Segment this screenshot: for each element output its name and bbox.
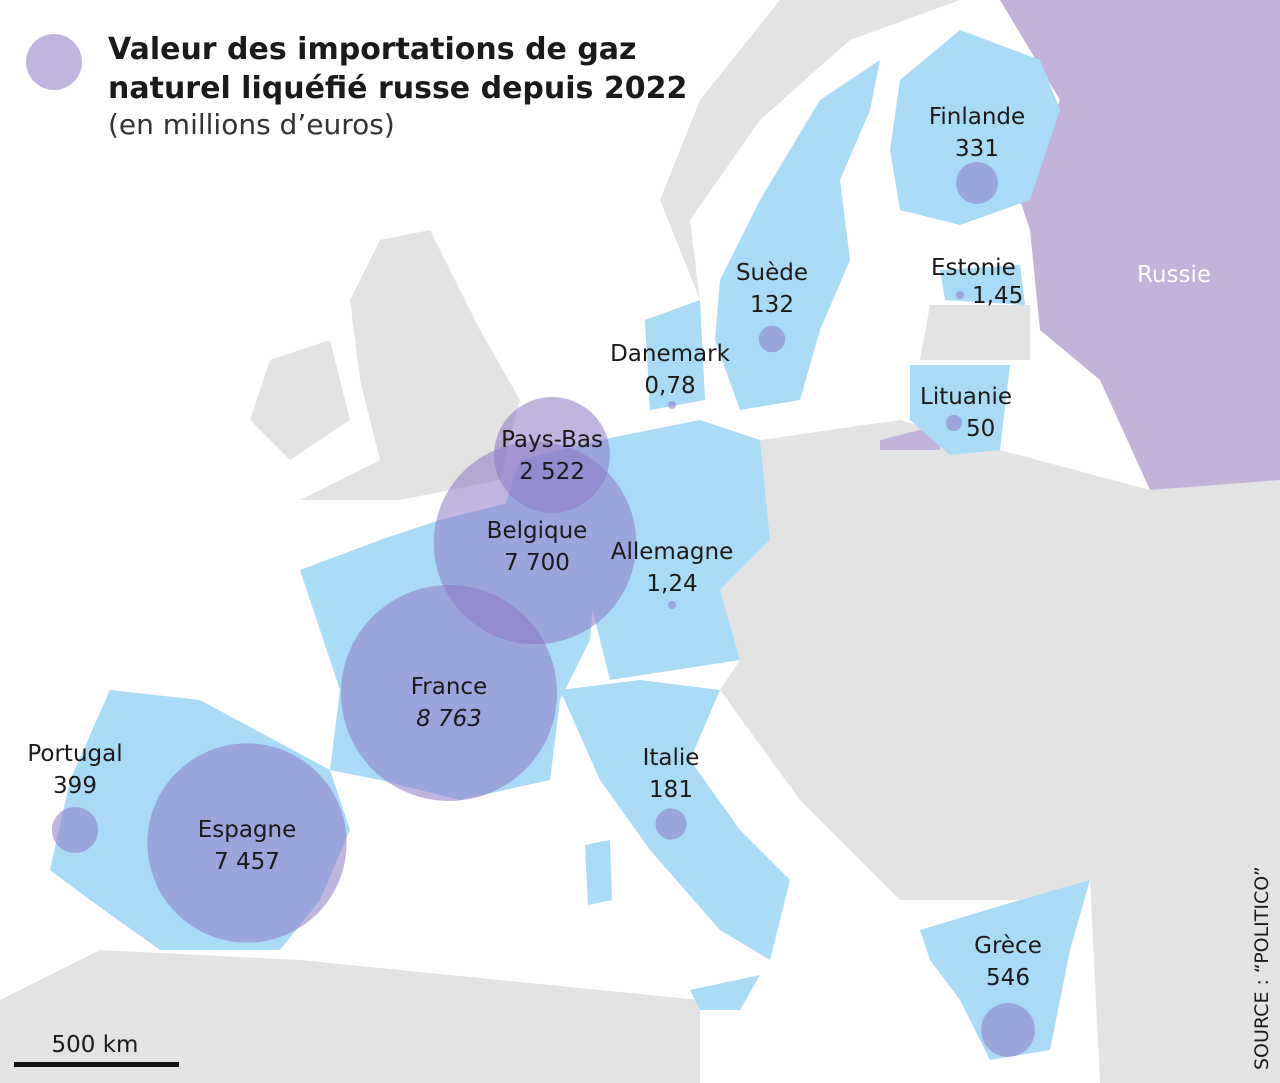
- bubble: [956, 291, 964, 299]
- legend-bubble: [26, 34, 82, 90]
- country-label: Espagne: [198, 817, 297, 843]
- land-eu: [690, 975, 760, 1010]
- country-label: Danemark: [610, 341, 730, 367]
- country-label: Lituanie: [920, 384, 1012, 410]
- value-label: 1,45: [972, 283, 1023, 309]
- subtitle: (en millions d’euros): [108, 108, 395, 141]
- value-label: 181: [649, 777, 693, 803]
- value-label: 0,78: [644, 373, 695, 399]
- land-gray: [0, 950, 700, 1083]
- land-russia: [1000, 0, 1280, 490]
- value-label: 546: [986, 965, 1030, 991]
- land-gray: [660, 0, 960, 300]
- value-label: 2 522: [519, 459, 585, 485]
- country-label: Belgique: [487, 518, 588, 544]
- country-label: Pays-Bas: [501, 427, 603, 453]
- bubble: [147, 743, 347, 943]
- country-label: Portugal: [27, 741, 122, 767]
- bubble: [655, 808, 687, 840]
- land-eu: [715, 60, 880, 410]
- land-eu: [910, 365, 1010, 455]
- land-eu: [890, 30, 1060, 225]
- country-label: Italie: [643, 745, 700, 771]
- land-gray: [920, 305, 1030, 360]
- source: SOURCE : “POLITICO”: [1251, 866, 1273, 1070]
- value-label: 8 763: [416, 706, 482, 732]
- land-eu: [645, 300, 705, 410]
- country-label: Suède: [736, 260, 808, 286]
- land-gray: [250, 340, 350, 460]
- value-label: 399: [53, 773, 97, 799]
- value-label: 50: [966, 416, 995, 442]
- bubble: [341, 585, 557, 801]
- scale-bar: [14, 1062, 179, 1067]
- land-eu: [920, 880, 1090, 1060]
- bubble: [758, 325, 786, 353]
- title: Valeur des importations de gaz naturel l…: [108, 32, 688, 106]
- bubbles: [51, 162, 1035, 1057]
- value-label: 7 700: [504, 550, 570, 576]
- country-label: Finlande: [929, 104, 1025, 130]
- country-label: Allemagne: [611, 539, 734, 565]
- scale-label: 500 km: [52, 1032, 139, 1058]
- bubble: [981, 1003, 1035, 1057]
- country-label: Grèce: [974, 933, 1042, 959]
- bubble: [668, 401, 676, 409]
- region-label: Russie: [1137, 262, 1211, 288]
- bubble: [668, 601, 676, 609]
- bubble: [956, 162, 998, 204]
- country-label: Estonie: [931, 255, 1016, 281]
- land-eu: [585, 840, 612, 905]
- value-label: 7 457: [214, 849, 280, 875]
- value-label: 132: [750, 292, 794, 318]
- bubble: [945, 414, 963, 432]
- value-label: 331: [955, 136, 999, 162]
- land-gray: [720, 420, 1280, 1083]
- land-gray: [300, 230, 520, 500]
- header: Valeur des importations de gaz naturel l…: [108, 30, 758, 142]
- bubble: [51, 806, 99, 854]
- country-label: France: [411, 674, 487, 700]
- value-label: 1,24: [646, 571, 697, 597]
